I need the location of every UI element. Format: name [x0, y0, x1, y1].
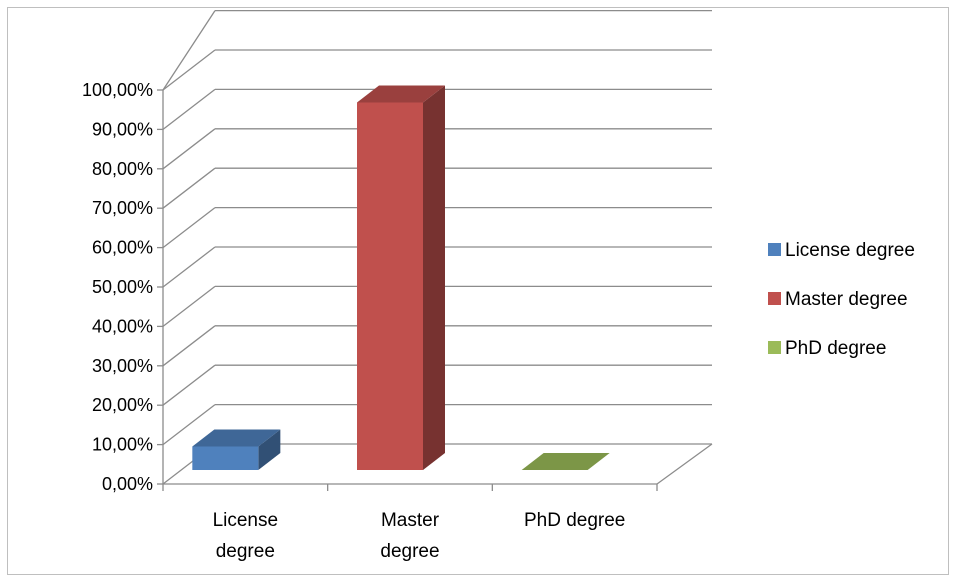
side-gridline — [162, 207, 216, 249]
legend-swatch — [768, 292, 781, 305]
side-gridline — [162, 325, 216, 367]
y-tick-label: 10,00% — [92, 435, 153, 455]
chart-frame — [7, 7, 949, 575]
side-gridline — [162, 167, 216, 209]
side-gridline — [162, 246, 216, 288]
bar-side-face — [423, 85, 445, 471]
y-tick-label: 100,00% — [82, 80, 153, 100]
y-tick-label: 0,00% — [102, 474, 153, 494]
y-tick-label: 80,00% — [92, 159, 153, 179]
bar-front-face — [192, 446, 259, 470]
floor-right-edge — [656, 443, 713, 485]
y-tick-label: 20,00% — [92, 395, 153, 415]
side-gridline — [162, 128, 216, 170]
bar-top-face — [357, 85, 445, 103]
side-gridline — [162, 10, 216, 91]
x-tick-label: PhD degree — [524, 510, 625, 531]
side-gridline — [162, 364, 216, 406]
bar — [521, 453, 610, 470]
y-tick-label: 30,00% — [92, 356, 153, 376]
side-gridline — [162, 404, 216, 446]
y-tick-label: 70,00% — [92, 198, 153, 218]
legend-swatch — [768, 243, 781, 256]
bar — [192, 429, 281, 470]
y-tick-label: 40,00% — [92, 316, 153, 336]
y-tick-label: 60,00% — [92, 238, 153, 258]
bar-side-face — [258, 429, 281, 470]
side-gridline — [162, 49, 216, 91]
x-tick-label: License degree — [213, 510, 279, 562]
y-tick-label: 50,00% — [92, 277, 153, 297]
bar-front-face — [357, 102, 423, 471]
legend-label: Master degree — [785, 289, 908, 310]
legend-label: PhD degree — [785, 338, 886, 359]
legend-swatch — [768, 341, 781, 354]
y-tick-label: 90,00% — [92, 119, 153, 139]
x-tick-label: Master degree — [380, 510, 439, 562]
bar-top-face — [192, 429, 281, 447]
bar — [357, 85, 445, 471]
bar-top-face — [521, 453, 610, 470]
legend-label: License degree — [785, 240, 915, 261]
side-gridline — [162, 285, 216, 327]
side-gridline — [162, 88, 216, 130]
